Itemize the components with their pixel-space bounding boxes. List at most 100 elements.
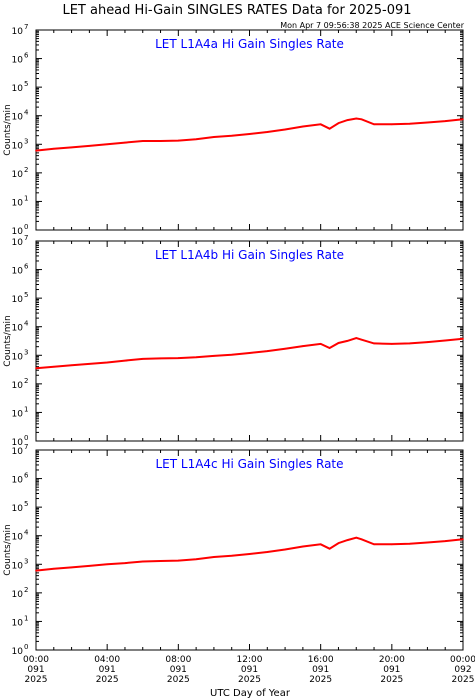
series-line bbox=[35, 117, 464, 152]
data-point bbox=[248, 553, 251, 555]
y-tick-exponent: 0 bbox=[24, 223, 28, 231]
x-axis-label: UTC Day of Year bbox=[210, 688, 291, 699]
data-point bbox=[230, 353, 233, 356]
x-tick-label: 2025 bbox=[380, 675, 403, 685]
data-point bbox=[355, 117, 358, 120]
data-point bbox=[346, 340, 349, 342]
data-point bbox=[230, 134, 233, 137]
data-point bbox=[426, 341, 429, 343]
y-tick-exponent: 3 bbox=[24, 348, 28, 356]
y-tick-label: 10 bbox=[12, 504, 24, 514]
data-point bbox=[35, 367, 37, 370]
x-tick-label: 091 bbox=[170, 665, 187, 675]
y-axis-label: Counts/min bbox=[3, 524, 13, 575]
x-tick-label: 091 bbox=[241, 665, 258, 675]
data-point bbox=[391, 543, 393, 546]
x-tick-label: 2025 bbox=[25, 675, 48, 685]
data-point bbox=[462, 337, 464, 340]
data-point bbox=[319, 123, 322, 126]
y-tick-label: 10 bbox=[12, 618, 24, 628]
data-point bbox=[159, 560, 162, 562]
y-tick-label: 10 bbox=[12, 533, 24, 543]
data-point bbox=[284, 548, 286, 551]
timestamp: Mon Apr 7 09:56:38 2025 ACE Science Cent… bbox=[280, 21, 465, 30]
x-tick-label: 00:00 bbox=[23, 655, 49, 665]
y-tick-label: 10 bbox=[12, 227, 24, 237]
y-tick-label: 10 bbox=[12, 476, 24, 486]
y-tick-exponent: 2 bbox=[24, 166, 28, 174]
y-tick-label: 10 bbox=[12, 113, 24, 123]
data-point bbox=[319, 343, 322, 345]
data-point bbox=[444, 540, 447, 542]
y-tick-exponent: 4 bbox=[24, 529, 29, 537]
x-tick-label: 2025 bbox=[309, 675, 332, 685]
data-point bbox=[302, 545, 304, 548]
x-tick-label: 091 bbox=[99, 665, 116, 675]
x-tick-label: 091 bbox=[27, 665, 44, 675]
x-tick-label: 091 bbox=[312, 665, 329, 675]
y-tick-label: 10 bbox=[12, 295, 24, 305]
x-tick-label: 20:00 bbox=[379, 655, 405, 665]
data-point bbox=[302, 345, 304, 347]
data-point bbox=[391, 343, 393, 345]
y-tick-label: 10 bbox=[12, 84, 24, 94]
data-point bbox=[248, 352, 251, 354]
y-tick-exponent: 7 bbox=[24, 234, 28, 242]
y-tick-exponent: 3 bbox=[24, 557, 28, 565]
y-tick-exponent: 7 bbox=[24, 443, 28, 451]
data-point bbox=[355, 536, 358, 539]
data-point bbox=[408, 342, 411, 345]
plot-frame bbox=[35, 29, 464, 231]
data-point bbox=[35, 569, 37, 572]
y-tick-label: 10 bbox=[12, 324, 24, 334]
data-point bbox=[159, 357, 162, 360]
y-tick-label: 10 bbox=[12, 56, 24, 66]
data-point bbox=[141, 358, 144, 360]
data-point bbox=[213, 355, 215, 357]
data-point bbox=[230, 554, 233, 557]
data-point bbox=[328, 547, 331, 550]
data-point bbox=[426, 121, 429, 124]
data-point bbox=[248, 133, 251, 135]
y-tick-exponent: 3 bbox=[24, 137, 28, 145]
y-axis-label: Counts/min bbox=[3, 104, 13, 155]
data-point bbox=[373, 543, 375, 546]
data-point bbox=[124, 359, 126, 362]
y-tick-label: 10 bbox=[12, 647, 24, 657]
y-tick-label: 10 bbox=[12, 238, 24, 248]
series-line bbox=[35, 337, 464, 370]
data-point bbox=[266, 350, 269, 352]
x-tick-label: 2025 bbox=[452, 675, 475, 685]
data-point bbox=[319, 543, 322, 546]
y-tick-exponent: 0 bbox=[24, 434, 28, 442]
data-point bbox=[70, 146, 73, 149]
y-tick-exponent: 1 bbox=[24, 614, 28, 622]
panel-title: LET L1A4b Hi Gain Singles Rate bbox=[155, 248, 344, 262]
y-tick-label: 10 bbox=[12, 409, 24, 419]
plot-frame bbox=[35, 449, 464, 651]
data-point bbox=[337, 542, 340, 544]
x-tick-label: 16:00 bbox=[308, 655, 334, 665]
series-line bbox=[35, 536, 464, 572]
y-tick-exponent: 6 bbox=[24, 263, 29, 271]
y-tick-exponent: 5 bbox=[24, 291, 28, 299]
data-point bbox=[159, 140, 162, 142]
data-point bbox=[195, 356, 197, 359]
data-point bbox=[355, 337, 358, 339]
data-point bbox=[141, 560, 144, 563]
data-point bbox=[52, 147, 55, 150]
y-tick-label: 10 bbox=[12, 381, 24, 391]
data-point bbox=[177, 139, 180, 142]
figure-title: LET ahead Hi-Gain SINGLES RATES Data for… bbox=[62, 3, 411, 18]
data-point bbox=[408, 123, 411, 125]
data-point bbox=[195, 138, 197, 141]
y-tick-exponent: 7 bbox=[24, 23, 28, 31]
y-tick-exponent: 1 bbox=[24, 194, 28, 202]
data-point bbox=[266, 131, 269, 133]
x-tick-label: 00:00 bbox=[450, 655, 475, 665]
data-point bbox=[462, 118, 464, 121]
